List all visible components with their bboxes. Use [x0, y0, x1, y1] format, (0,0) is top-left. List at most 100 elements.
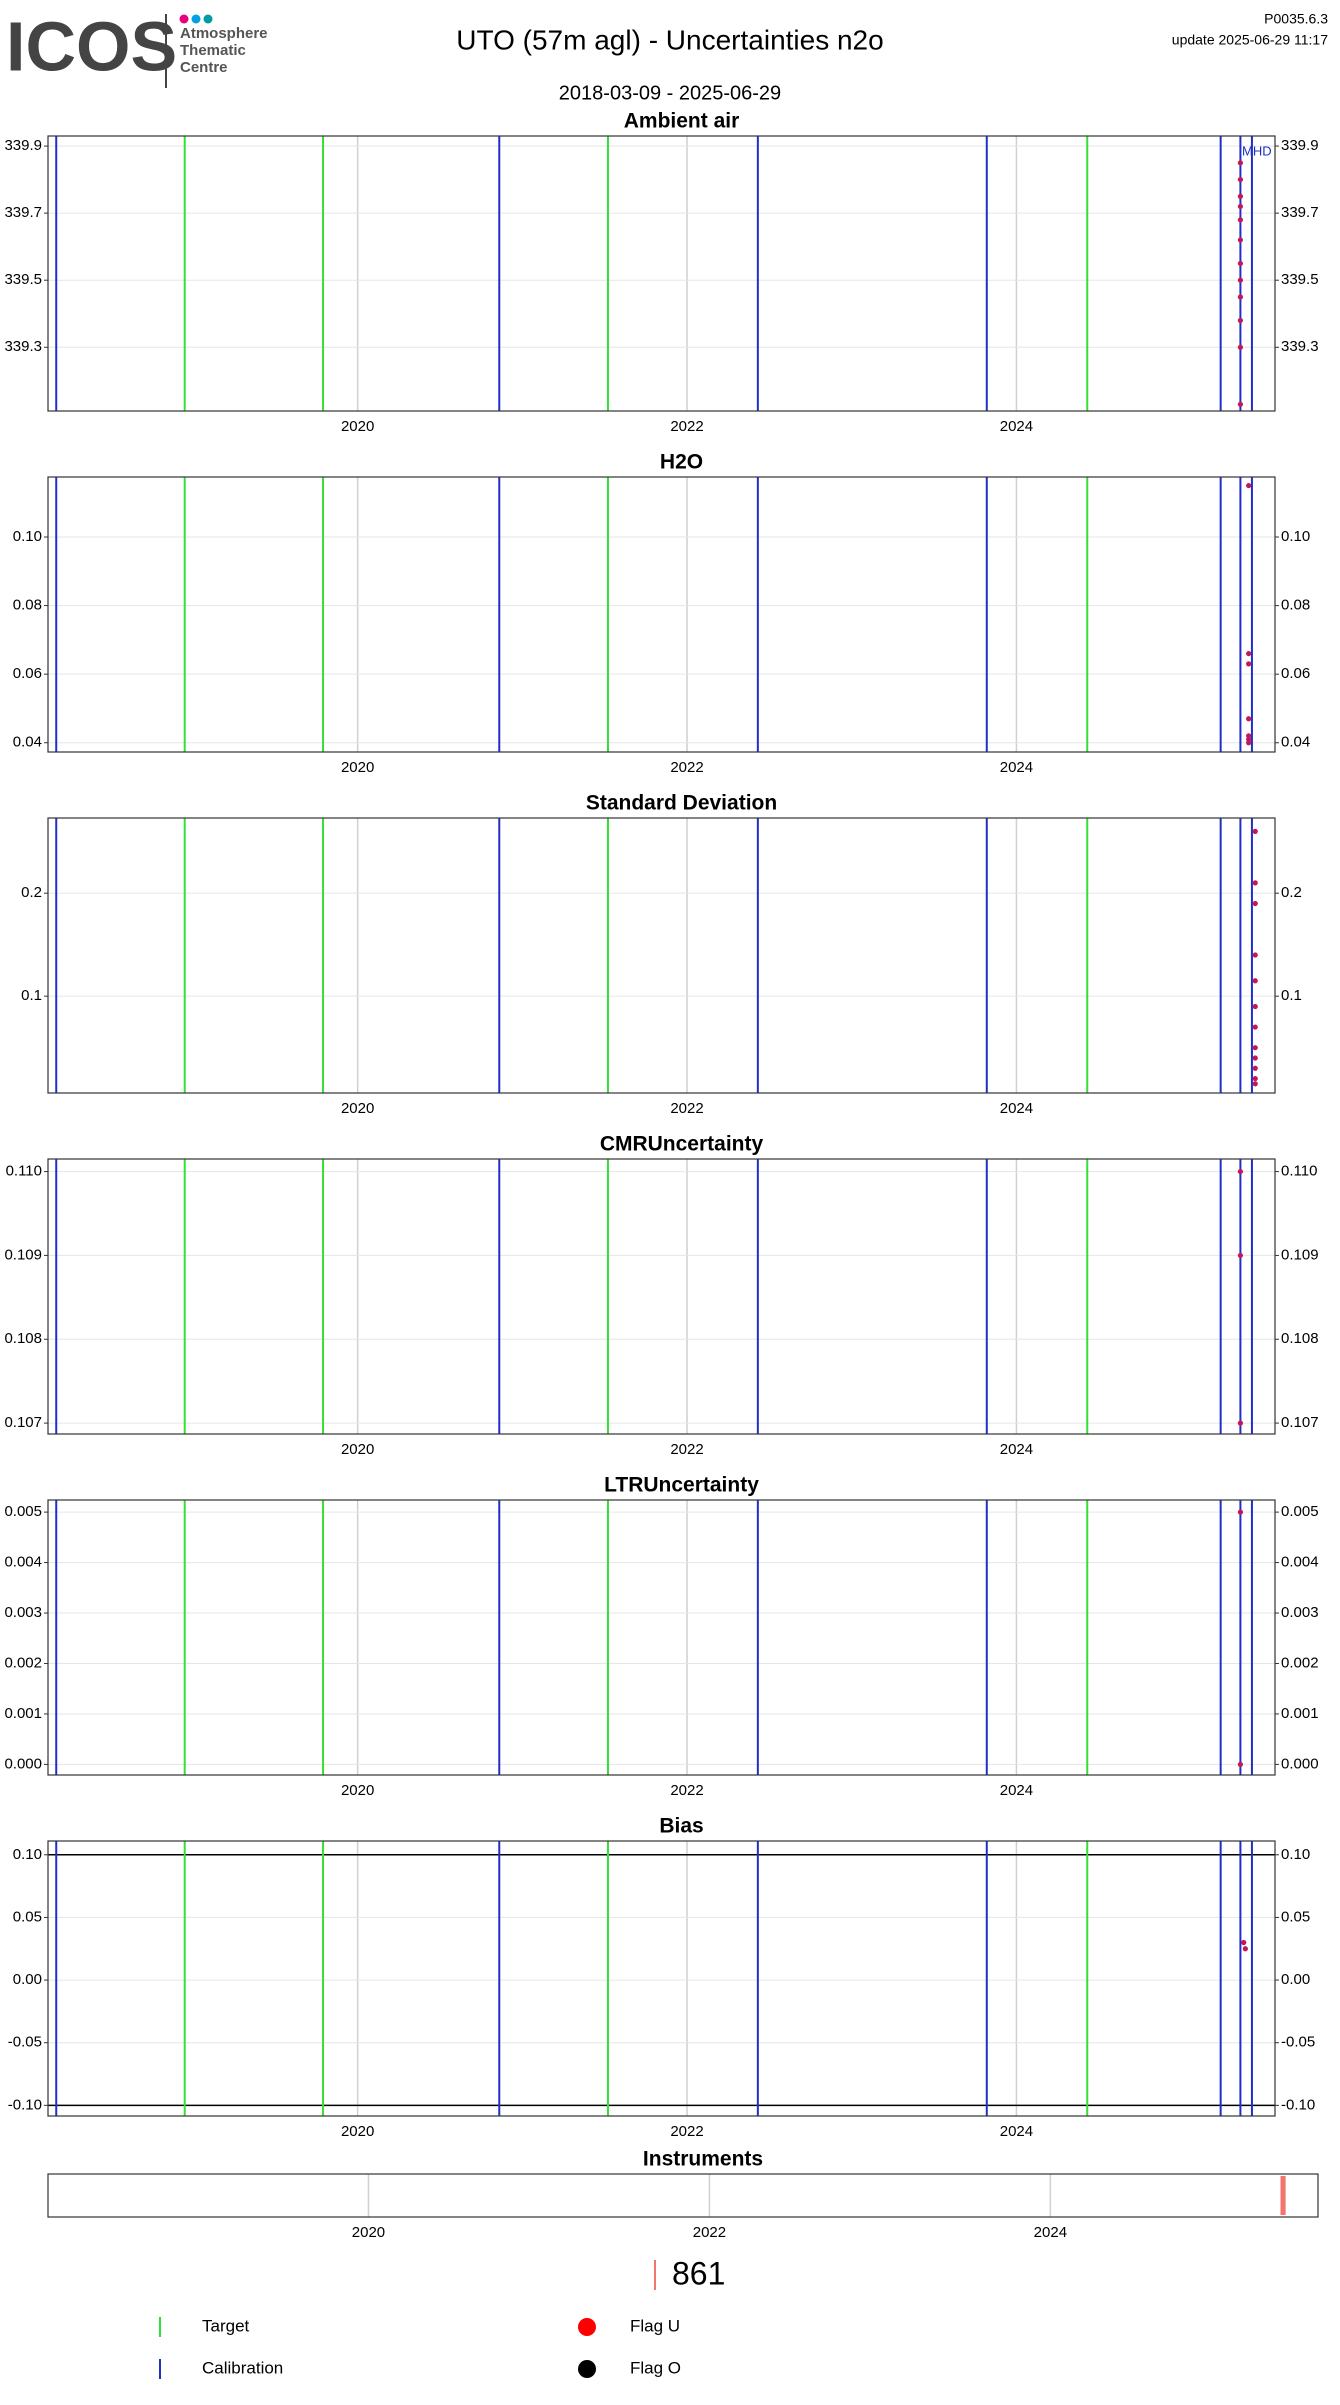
point	[1252, 1065, 1258, 1071]
panel-frame	[47, 476, 1276, 753]
y-tick-label: 0.08	[1281, 597, 1310, 614]
y-tick-label: 0.06	[1281, 665, 1310, 682]
point	[1246, 661, 1252, 667]
x-tick-label: 2020	[341, 2123, 374, 2140]
y-tick-label: -0.05	[8, 2034, 42, 2051]
y-tick-label: 0.108	[1281, 1330, 1319, 1347]
y-tick-label: 0.1	[1281, 987, 1302, 1004]
y-tick-label: 0.2	[1281, 884, 1302, 901]
logo-name: ICOS	[6, 7, 177, 85]
point	[1237, 1761, 1244, 1768]
logo-dot	[203, 14, 213, 24]
x-tick-label: 2024	[1000, 1782, 1033, 1799]
point	[1237, 176, 1244, 183]
point	[1246, 650, 1252, 657]
y-tick-label: 0.08	[13, 597, 42, 614]
legend-label: Flag O	[630, 2358, 681, 2377]
point	[1237, 193, 1244, 199]
x-tick-label: 2022	[670, 418, 703, 435]
plot-area	[367, 2174, 1286, 2217]
x-tick-label: 2024	[1000, 418, 1033, 435]
version: P0035.6.3	[1264, 11, 1328, 27]
y-tick-label: 0.005	[1281, 1503, 1319, 1520]
y-tick-label: 339.9	[1281, 137, 1319, 154]
y-tick-label: 0.001	[1281, 1705, 1319, 1722]
y-tick-label: 0.002	[4, 1654, 42, 1671]
logo-dot	[191, 14, 201, 24]
panel-title: Bias	[659, 1815, 703, 1838]
y-tick-label: 339.3	[1281, 338, 1319, 355]
y-tick-label: 0.003	[4, 1604, 42, 1621]
panel-title: LTRUncertainty	[604, 1474, 759, 1497]
point	[1252, 978, 1258, 984]
point	[1252, 880, 1258, 886]
panel-frame	[47, 1158, 1276, 1435]
plot-area	[48, 1841, 1275, 2116]
y-tick-label: 339.5	[1281, 271, 1319, 288]
y-tick-label: 0.109	[1281, 1246, 1319, 1263]
y-tick-label: 0.110	[1281, 1163, 1317, 1180]
plot-area: MHD N	[48, 136, 1285, 411]
plot-area	[48, 477, 1275, 752]
point	[1237, 1252, 1244, 1259]
x-tick-label: 2022	[670, 1100, 703, 1117]
x-tick-label: 2022	[670, 2123, 703, 2140]
y-tick-label: 0.107	[4, 1414, 42, 1431]
panel-title: Ambient air	[624, 110, 740, 133]
panel-frame	[47, 817, 1276, 1094]
point	[1237, 260, 1244, 267]
y-tick-label: 0.05	[13, 1908, 42, 1925]
point	[1237, 401, 1244, 407]
point	[1237, 237, 1244, 243]
x-tick-label: 2022	[670, 1441, 703, 1458]
point	[1237, 217, 1244, 223]
x-tick-label: 2024	[1000, 2123, 1033, 2140]
x-tick-label: 2024	[1034, 2224, 1067, 2241]
y-tick-label: 0.003	[1281, 1604, 1319, 1621]
point	[1246, 716, 1252, 722]
y-tick-label: -0.10	[8, 2096, 42, 2113]
point	[1252, 952, 1258, 958]
plot-area	[48, 1500, 1275, 1775]
point	[1252, 1075, 1258, 1082]
point	[1242, 1946, 1248, 1952]
point	[1237, 344, 1244, 350]
x-tick-label: 2024	[1000, 1100, 1033, 1117]
y-tick-label: 0.004	[1281, 1554, 1319, 1571]
x-tick-label: 2020	[352, 2224, 385, 2241]
panel-title: Instruments	[643, 2148, 763, 2171]
update: update 2025-06-29 11:17	[1172, 32, 1328, 48]
panel-frame	[47, 2173, 1319, 2218]
plot-area	[48, 818, 1275, 1093]
y-tick-label: 0.04	[13, 734, 42, 751]
logo-dot	[179, 14, 189, 24]
y-tick-label: 339.7	[1281, 204, 1319, 221]
y-tick-label: 0.005	[4, 1503, 42, 1520]
instrument-bar	[1280, 2176, 1286, 2215]
period: 2018-03-09 - 2025-06-29	[559, 82, 781, 104]
plot-area	[48, 1159, 1275, 1434]
y-tick-label: -0.05	[1281, 2034, 1315, 2051]
point	[1237, 277, 1244, 283]
point	[1252, 900, 1258, 907]
y-tick-label: 0.2	[21, 884, 42, 901]
logo-text: Centre	[180, 59, 228, 76]
y-tick-label: 0.00	[13, 1971, 42, 1988]
annotation: MHD N	[1242, 143, 1285, 158]
y-tick-label: 0.109	[4, 1246, 42, 1263]
panel-title: H2O	[660, 451, 703, 474]
point	[1237, 1420, 1244, 1426]
point	[1246, 482, 1252, 489]
x-tick-label: 2020	[341, 1782, 374, 1799]
y-tick-label: 0.10	[13, 528, 42, 545]
x-tick-label: 2020	[341, 1100, 374, 1117]
y-tick-label: 339.7	[4, 204, 42, 221]
x-tick-label: 2022	[693, 2224, 726, 2241]
panel-frame	[47, 135, 1276, 412]
legend-swatch	[578, 2360, 596, 2378]
point	[1237, 294, 1244, 300]
point	[1252, 1045, 1258, 1051]
legend-label: Calibration	[202, 2358, 283, 2377]
y-tick-label: 0.06	[13, 665, 42, 682]
